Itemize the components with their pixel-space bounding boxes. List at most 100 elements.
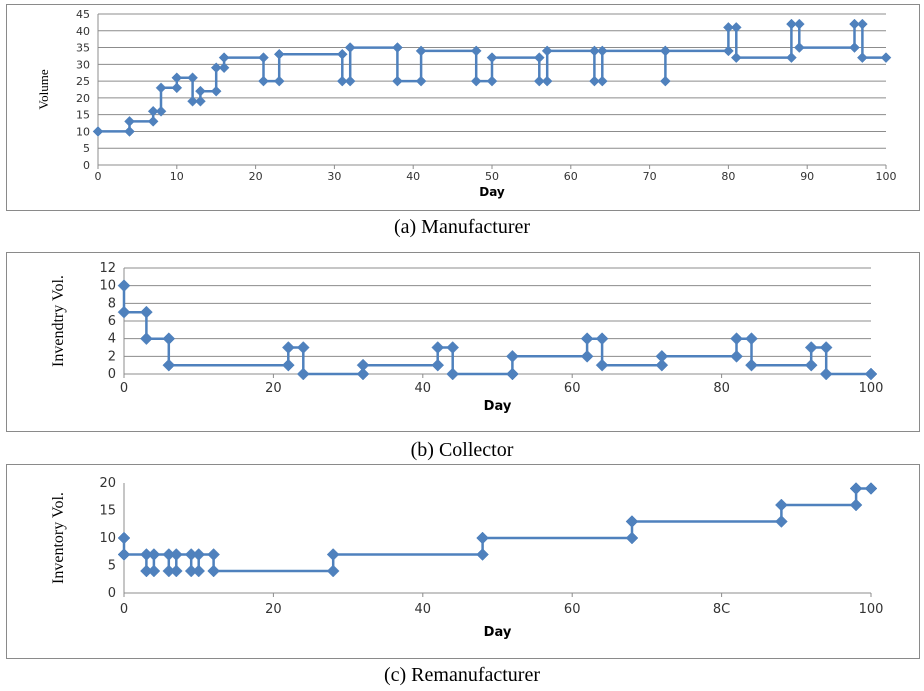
y-tick-label: 10 — [99, 531, 116, 546]
data-point — [187, 95, 198, 107]
x-tick-label: 100 — [859, 381, 884, 396]
data-point — [155, 82, 167, 94]
data-point — [446, 341, 460, 354]
data-point — [723, 22, 734, 33]
data-point — [344, 42, 356, 53]
data-point — [589, 75, 600, 87]
data-point — [155, 105, 167, 117]
data-point — [775, 498, 788, 512]
data-point — [431, 341, 445, 354]
y-tick-label: 4 — [108, 332, 116, 347]
data-point — [849, 18, 860, 30]
data-point — [171, 82, 183, 94]
data-point — [506, 367, 519, 381]
y-tick-label: 10 — [99, 279, 116, 294]
y-axis-label: Invendtry Vol. — [50, 275, 67, 367]
data-point — [819, 341, 833, 354]
series-line — [122, 285, 871, 376]
data-point — [336, 48, 348, 60]
data-point — [140, 305, 153, 319]
data-point — [660, 75, 671, 87]
data-point — [793, 42, 805, 53]
x-tick-label: 80 — [721, 170, 735, 183]
data-point — [745, 332, 758, 346]
data-point — [625, 531, 639, 545]
data-point — [857, 52, 868, 63]
x-tick-label: 90 — [800, 170, 814, 183]
y-tick-label: 0 — [108, 586, 116, 601]
data-point — [195, 95, 206, 107]
y-tick-label: 0 — [83, 159, 90, 172]
data-point — [486, 52, 498, 63]
x-tick-label: 40 — [415, 602, 432, 617]
data-point — [655, 358, 669, 372]
data-point — [192, 564, 206, 578]
data-point — [124, 126, 135, 137]
x-tick-label: 20 — [249, 170, 263, 183]
data-point — [169, 564, 183, 578]
chart-frame-remanufacturer — [6, 464, 920, 659]
data-point — [470, 75, 482, 87]
y-tick-label: 5 — [108, 559, 116, 574]
caption-remanufacturer: (c) Remanufacturer — [383, 664, 540, 686]
data-point — [392, 42, 403, 53]
data-point — [793, 18, 805, 30]
series-line — [122, 487, 871, 573]
data-point — [187, 72, 198, 84]
data-point — [595, 358, 609, 372]
data-point — [162, 332, 176, 346]
data-point — [730, 332, 743, 346]
x-tick-label: 10 — [170, 170, 184, 183]
data-point — [660, 45, 671, 57]
data-point — [730, 349, 743, 363]
data-point — [258, 52, 269, 63]
data-point — [476, 531, 489, 545]
data-point — [210, 62, 222, 74]
data-point — [804, 341, 818, 354]
chart-remanufacturer: 0 5 10 15 20 0 20 40 60 8C 100 Day Inventory Vol. — [50, 476, 883, 640]
data-point — [533, 75, 545, 87]
data-point — [541, 45, 553, 57]
data-point — [171, 72, 183, 84]
data-point — [804, 358, 818, 372]
data-point — [415, 45, 427, 57]
y-tick-label: 2 — [108, 349, 116, 364]
chart-frame-collector — [6, 252, 920, 432]
data-point — [730, 52, 742, 63]
data-point — [258, 75, 269, 87]
data-point — [207, 548, 220, 561]
y-tick-label: 0 — [108, 367, 116, 382]
data-point — [218, 62, 230, 74]
x-tick-label: 0 — [95, 170, 102, 183]
data-point — [786, 52, 797, 63]
data-point — [169, 548, 183, 561]
data-point — [446, 367, 460, 381]
data-point — [864, 367, 878, 381]
y-tick-label: 20 — [99, 476, 116, 491]
data-point — [195, 85, 206, 97]
x-tick-label: 20 — [265, 381, 282, 396]
data-point — [326, 548, 340, 561]
caption-manufacturer: (a) Manufacturer — [393, 216, 531, 238]
data-point — [786, 18, 797, 30]
x-tick-label: 70 — [643, 170, 657, 183]
x-tick-label: 8C — [713, 602, 730, 617]
data-point — [506, 349, 519, 363]
y-tick-label: 15 — [99, 504, 116, 519]
data-point — [344, 75, 356, 87]
data-point — [147, 548, 161, 561]
x-axis-label: Day — [479, 185, 505, 199]
x-tick-label: 100 — [876, 170, 897, 183]
chart-manufacturer: 0 5 10 15 20 25 30 35 40 45 0 10 20 30 40 50 60 70 80 90 100… — [36, 8, 897, 199]
data-point — [356, 367, 370, 381]
data-point — [147, 564, 161, 578]
y-tick-label: 30 — [76, 58, 90, 71]
data-point — [92, 126, 104, 137]
data-point — [147, 105, 159, 117]
data-point — [117, 548, 131, 561]
y-tick-label: 5 — [83, 142, 90, 155]
data-point — [541, 75, 553, 87]
x-tick-label: 60 — [564, 381, 581, 396]
data-point — [296, 367, 310, 381]
y-tick-label: 8 — [108, 296, 116, 311]
